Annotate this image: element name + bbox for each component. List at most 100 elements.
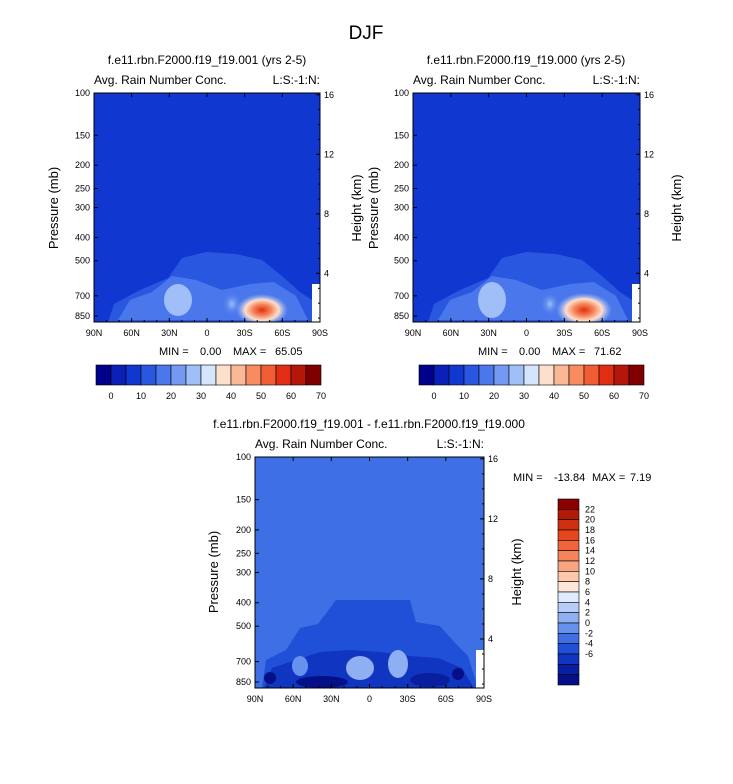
panel-a-light-core xyxy=(164,284,192,316)
panel-b-colorbar-label: 70 xyxy=(639,391,649,401)
panel-a-min-label: MIN = xyxy=(159,346,189,358)
panel-a-colorbar-box xyxy=(275,364,292,386)
panel-a-xtick-label: 60S xyxy=(274,328,290,338)
panel-b-ytick-label: 400 xyxy=(394,232,409,242)
panel-c-subtitle-right: L:S:-1:N: xyxy=(437,437,484,451)
panel-c-colorbar-label: 18 xyxy=(585,525,595,535)
panel-b-ytick-label: 250 xyxy=(394,183,409,193)
panel-b-ytick-label: 850 xyxy=(394,311,409,321)
panel-b-ytick-label: 700 xyxy=(394,291,409,301)
panel-b-colorbar-box xyxy=(568,364,585,386)
panel-a-ylabel-right: Height (km) xyxy=(349,174,364,241)
panel-a-colorbar-label: 70 xyxy=(316,391,326,401)
panel-a-colorbar-box xyxy=(155,364,172,386)
panel-a-colorbar-box xyxy=(245,364,262,386)
panel-c-xtick-label: 60S xyxy=(438,694,454,704)
panel-b-min-label: MIN = xyxy=(478,346,508,358)
panel-c-ytick-right-label: 4 xyxy=(488,634,493,644)
panel-b-colorbar-box xyxy=(553,364,570,386)
panel-a-ytick-right-label: 8 xyxy=(324,209,329,219)
panel-a-colorbar-box xyxy=(170,364,187,386)
panel-b-colorbar-box xyxy=(628,364,645,386)
panel-b-terrain xyxy=(632,284,640,322)
panel-c-xtick-label: 30S xyxy=(400,694,416,704)
panel-c-colorbar-label: 20 xyxy=(585,515,595,525)
panel-c-ylabel: Pressure (mb) xyxy=(206,531,221,613)
panel-b-colorbar-label: 10 xyxy=(459,391,469,401)
panel-a-ytick-label: 150 xyxy=(75,130,90,140)
panel-c-ytick-label: 250 xyxy=(236,548,251,558)
panel-a-colorbar-box xyxy=(125,364,142,386)
panel-a-subtitle: Avg. Rain Number Conc. xyxy=(94,73,227,87)
panel-b-colorbar-box xyxy=(493,364,510,386)
panel-c-max-label: MAX = xyxy=(592,472,625,484)
panel-c-ytick-label: 850 xyxy=(236,677,251,687)
panel-b-colorbar-label: 60 xyxy=(609,391,619,401)
panel-c-colorbar-box xyxy=(557,550,580,562)
panel-a-ytick-label: 200 xyxy=(75,160,90,170)
panel-c-ytick-label: 100 xyxy=(236,452,251,462)
panel-a-ylabel: Pressure (mb) xyxy=(46,167,61,249)
panel-b-colorbar-label: 0 xyxy=(431,391,436,401)
panel-c-colorbar-label: 8 xyxy=(585,577,590,587)
panel-c-colorbar-label: -2 xyxy=(585,628,593,638)
panel-a-ytick-label: 250 xyxy=(75,183,90,193)
panel-b-ytick-label: 100 xyxy=(394,88,409,98)
panel-b-colorbar-box xyxy=(478,364,495,386)
panel-a-colorbar-label: 50 xyxy=(256,391,266,401)
panel-c-colorbar-label: 0 xyxy=(585,618,590,628)
panel-a-ytick-right-label: 4 xyxy=(324,268,329,278)
panel-b-colorbar-box xyxy=(463,364,480,386)
panel-a-ytick-right-label: 12 xyxy=(324,149,334,159)
panel-b-colorbar-label: 50 xyxy=(579,391,589,401)
panel-c-colorbar-box xyxy=(557,664,580,675)
panel-b-ytick-right-label: 8 xyxy=(644,209,649,219)
panel-c-colorbar-label: 2 xyxy=(585,608,590,618)
panel-a-xtick-label: 90S xyxy=(312,328,328,338)
panel-c-ytick-label: 500 xyxy=(236,621,251,631)
panel-b-peak xyxy=(556,293,612,322)
panel-a-colorbar-label: 30 xyxy=(196,391,206,401)
panel-c-terrain xyxy=(476,650,484,688)
panel-c-xtick-label: 90N xyxy=(247,694,264,704)
panel-a-colorbar-box xyxy=(185,364,202,386)
panel-c-colorbar-box xyxy=(557,581,580,593)
panel-a: f.e11.rbn.F2000.f19_f19.001 (yrs 2-5) Av… xyxy=(46,53,364,401)
panel-c-min-label: MIN = xyxy=(513,472,543,484)
panel-b-xtick-label: 30N xyxy=(480,328,497,338)
panel-a-colorbar-box xyxy=(260,364,277,386)
panel-a-subtitle-right: L:S:-1:N: xyxy=(273,73,320,87)
panel-c-colorbar-box xyxy=(557,498,580,510)
panel-c-xtick-label: 60N xyxy=(285,694,302,704)
panel-b-colorbar-box xyxy=(598,364,615,386)
panel-a-colorbar: 0 10 20 30 40 50 60 70 xyxy=(95,364,326,401)
panel-b-max-value: 71.62 xyxy=(594,346,622,358)
panel-b-max-label: MAX = xyxy=(552,346,585,358)
panel-a-ytick-label: 300 xyxy=(75,203,90,213)
panel-b-xtick-label: 60N xyxy=(443,328,460,338)
panel-a-colorbar-label: 20 xyxy=(166,391,176,401)
panel-c-colorbar-label: 12 xyxy=(585,556,595,566)
panel-a-title: f.e11.rbn.F2000.f19_f19.001 (yrs 2-5) xyxy=(108,53,307,67)
panel-b-ylabel-right: Height (km) xyxy=(669,174,684,241)
panel-c-negative-d xyxy=(452,668,464,680)
panel-b-colorbar-box xyxy=(613,364,630,386)
panel-c-ylabel-right: Height (km) xyxy=(509,538,524,605)
panel-c-colorbar-label: 10 xyxy=(585,566,595,576)
panel-b-colorbar-box xyxy=(583,364,600,386)
panel-c-positive-a xyxy=(346,656,374,680)
panel-a-terrain xyxy=(312,284,320,322)
panel-b-light-band xyxy=(540,292,560,316)
panel-a-peak xyxy=(236,294,288,322)
panel-a-colorbar-box xyxy=(290,364,307,386)
panel-c-negative-a xyxy=(296,676,348,688)
panel-b-ticks: 90N 60N 30N 0 30S 60S 90S 100 150 200 250 300 400 500… xyxy=(394,88,654,338)
panel-c-colorbar-box xyxy=(557,643,580,655)
panel-c-colorbar-box xyxy=(557,633,580,644)
panel-c-xtick-label: 30N xyxy=(323,694,340,704)
panel-c: f.e11.rbn.F2000.f19_f19.001 - f.e11.rbn.… xyxy=(206,417,651,704)
panel-c-max-value: 7.19 xyxy=(630,472,651,484)
panel-c-colorbar-box xyxy=(557,674,580,686)
panel-b-xtick-label: 0 xyxy=(524,328,529,338)
panel-c-colorbar-box xyxy=(557,560,580,572)
